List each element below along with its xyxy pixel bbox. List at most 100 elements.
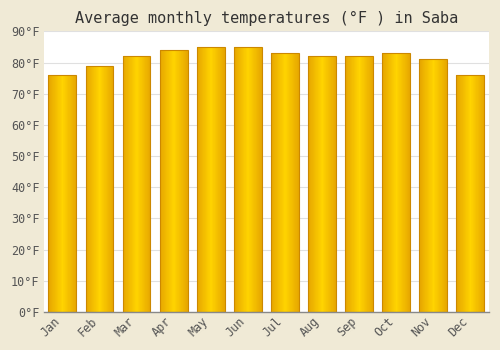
Bar <box>162 50 163 312</box>
Bar <box>238 47 239 312</box>
Bar <box>107 66 108 312</box>
Bar <box>481 75 482 312</box>
Bar <box>382 53 383 312</box>
Bar <box>127 56 128 312</box>
Bar <box>179 50 180 312</box>
Bar <box>53 75 54 312</box>
Bar <box>220 47 222 312</box>
Bar <box>256 47 257 312</box>
Bar <box>311 56 312 312</box>
Bar <box>197 47 224 312</box>
Bar <box>367 56 368 312</box>
Bar <box>137 56 138 312</box>
Bar <box>442 60 444 312</box>
Bar <box>198 47 199 312</box>
Bar <box>181 50 182 312</box>
Bar <box>392 53 393 312</box>
Bar <box>178 50 179 312</box>
Bar <box>369 56 370 312</box>
Bar <box>468 75 469 312</box>
Bar <box>145 56 146 312</box>
Bar <box>272 53 274 312</box>
Bar <box>69 75 70 312</box>
Bar <box>223 47 224 312</box>
Bar <box>160 50 161 312</box>
Bar <box>350 56 351 312</box>
Bar <box>68 75 69 312</box>
Bar <box>298 53 299 312</box>
Bar <box>289 53 290 312</box>
Bar <box>96 66 98 312</box>
Bar <box>100 66 101 312</box>
Bar <box>431 60 432 312</box>
Bar <box>106 66 108 312</box>
Bar <box>278 53 279 312</box>
Bar <box>102 66 103 312</box>
Bar <box>202 47 203 312</box>
Bar <box>346 56 347 312</box>
Bar <box>259 47 260 312</box>
Bar <box>148 56 149 312</box>
Bar <box>49 75 50 312</box>
Bar <box>65 75 66 312</box>
Bar <box>461 75 462 312</box>
Bar <box>420 60 421 312</box>
Bar <box>99 66 100 312</box>
Bar <box>98 66 99 312</box>
Bar <box>429 60 430 312</box>
Bar <box>242 47 243 312</box>
Bar <box>164 50 165 312</box>
Bar <box>130 56 131 312</box>
Bar <box>73 75 74 312</box>
Bar <box>257 47 258 312</box>
Bar <box>308 56 336 312</box>
Bar <box>331 56 332 312</box>
Bar <box>254 47 255 312</box>
Bar <box>317 56 318 312</box>
Bar <box>386 53 388 312</box>
Bar <box>296 53 297 312</box>
Bar <box>432 60 434 312</box>
Bar <box>219 47 220 312</box>
Bar <box>408 53 409 312</box>
Bar <box>51 75 52 312</box>
Bar <box>125 56 126 312</box>
Bar <box>208 47 209 312</box>
Bar <box>243 47 244 312</box>
Bar <box>423 60 424 312</box>
Bar <box>466 75 467 312</box>
Bar <box>135 56 136 312</box>
Bar <box>312 56 313 312</box>
Bar <box>471 75 472 312</box>
Bar <box>323 56 324 312</box>
Bar <box>316 56 317 312</box>
Bar <box>394 53 395 312</box>
Bar <box>401 53 402 312</box>
Bar <box>209 47 210 312</box>
Bar <box>460 75 461 312</box>
Bar <box>326 56 327 312</box>
Bar <box>167 50 168 312</box>
Bar <box>244 47 245 312</box>
Bar <box>457 75 458 312</box>
Bar <box>465 75 466 312</box>
Bar <box>282 53 284 312</box>
Bar <box>240 47 241 312</box>
Bar <box>218 47 219 312</box>
Bar <box>382 53 410 312</box>
Bar <box>180 50 181 312</box>
Bar <box>103 66 104 312</box>
Bar <box>386 53 387 312</box>
Bar <box>72 75 73 312</box>
Bar <box>383 53 384 312</box>
Bar <box>277 53 278 312</box>
Bar <box>250 47 251 312</box>
Bar <box>292 53 294 312</box>
Bar <box>56 75 57 312</box>
Bar <box>360 56 361 312</box>
Bar <box>138 56 139 312</box>
Bar <box>131 56 132 312</box>
Bar <box>184 50 185 312</box>
Bar <box>70 75 72 312</box>
Bar <box>236 47 238 312</box>
